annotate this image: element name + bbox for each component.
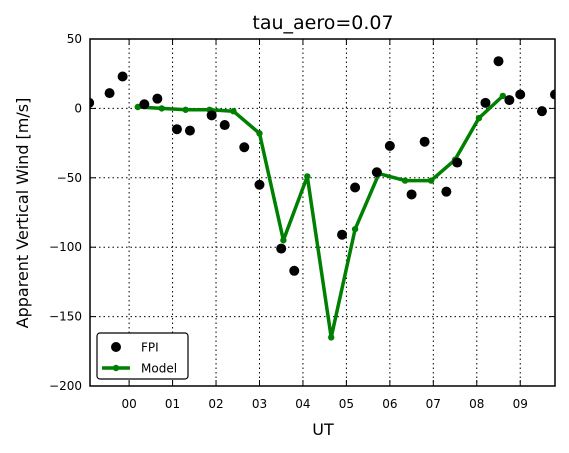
model-point (327, 334, 335, 341)
fpi-point (536, 106, 547, 117)
model-point (134, 103, 142, 111)
x-tick-label: 08 (469, 397, 484, 411)
fpi-point (384, 140, 395, 151)
fpi-point (371, 167, 382, 178)
model-point (158, 105, 165, 112)
model-point (280, 237, 287, 244)
fpi-point (206, 110, 217, 121)
x-tick-label: 07 (426, 397, 441, 411)
fpi-point (419, 136, 430, 147)
fpi-point (550, 89, 555, 100)
x-axis-label: UT (312, 420, 334, 439)
model-point (401, 177, 409, 184)
fpi-point (504, 95, 515, 106)
fpi-point (441, 186, 452, 197)
series-group (90, 56, 555, 341)
x-tick-label: 01 (165, 397, 180, 411)
fpi-point (219, 120, 230, 131)
model-point (427, 177, 435, 184)
fpi-point (480, 97, 491, 108)
plot-frame (89, 38, 556, 387)
x-tick-label: 03 (252, 397, 267, 411)
fpi-point (452, 157, 463, 168)
fpi-point (104, 88, 115, 99)
x-tick-label: 05 (339, 397, 354, 411)
legend-fpi-label: FPI (141, 341, 159, 355)
legend-model-marker (112, 364, 120, 372)
fpi-point (184, 125, 195, 136)
fpi-point (152, 93, 163, 104)
fpi-point (171, 124, 182, 135)
y-tick-label: −100 (49, 240, 82, 254)
y-tick-label: −200 (49, 379, 82, 393)
y-tick-label: −50 (57, 171, 82, 185)
model-point (230, 107, 237, 115)
fpi-point (289, 265, 300, 276)
legend-model-label: Model (141, 362, 177, 376)
x-tick-label: 09 (513, 397, 528, 411)
fpi-point (254, 179, 265, 190)
model-point (475, 114, 483, 122)
x-tick-label: 02 (208, 397, 223, 411)
y-tick-label: 0 (74, 101, 82, 115)
x-tick-label: 00 (121, 397, 136, 411)
model-line (137, 94, 505, 340)
y-tick-label: −150 (49, 310, 82, 324)
model-point (182, 106, 189, 113)
x-tick-label: 04 (295, 397, 310, 411)
fpi-point (406, 189, 417, 200)
chart-title: tau_aero=0.07 (252, 12, 393, 34)
plot-area: 00 01 02 03 04 05 06 07 08 09 50 0 −50 −100 −150 −200 FP… (49, 32, 556, 411)
fpi-point (90, 97, 95, 108)
fpi-point (350, 182, 361, 193)
fpi-point (515, 89, 526, 100)
fpi-point (139, 99, 150, 110)
model-point (304, 173, 311, 180)
fpi-point (337, 229, 348, 240)
y-tick-label: 50 (67, 32, 82, 46)
x-tick-label: 06 (382, 397, 397, 411)
model-point (351, 225, 359, 233)
model-point (499, 92, 507, 100)
fpi-point (276, 243, 287, 254)
model-point (256, 130, 263, 137)
fpi-point (493, 56, 504, 67)
legend-fpi-marker (111, 342, 121, 352)
fpi-point (117, 71, 128, 82)
fpi-point (239, 142, 250, 153)
y-axis-label: Apparent Vertical Wind [m/s] (13, 98, 32, 329)
